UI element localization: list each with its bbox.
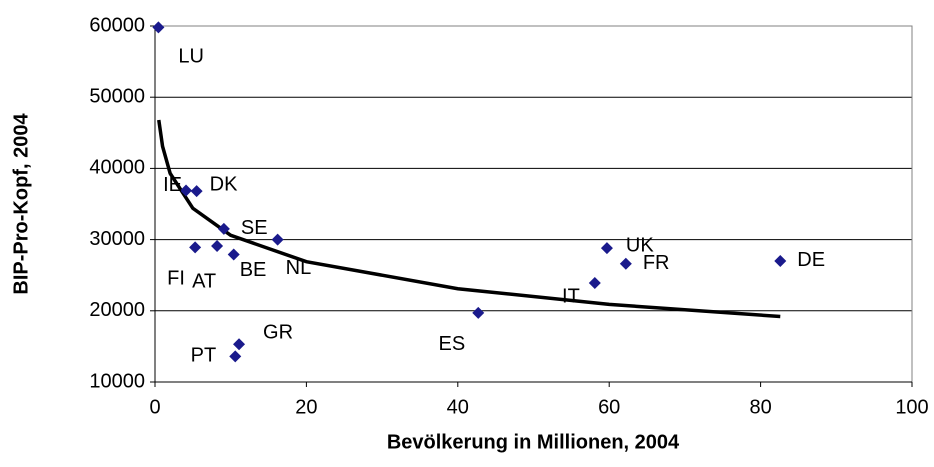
point-label: SE [241, 217, 268, 239]
x-tick-label: 100 [895, 396, 928, 418]
y-tick-label: 20000 [89, 299, 145, 321]
point-label: LU [178, 46, 204, 68]
x-tick-label: 0 [149, 396, 160, 418]
x-axis-title: Bevölkerung in Millionen, 2004 [387, 431, 680, 453]
point-label: FI [167, 268, 185, 290]
point [152, 21, 165, 34]
point [190, 185, 203, 198]
y-tick-label: 60000 [89, 14, 145, 36]
y-tick-label: 30000 [89, 228, 145, 250]
point [600, 242, 613, 255]
point [180, 184, 193, 197]
point-label: GR [263, 322, 293, 344]
point-label: IE [163, 174, 182, 196]
point-label: DE [797, 249, 825, 271]
point-label: IT [562, 285, 580, 307]
point [211, 240, 224, 253]
y-axis-title: BIP-Pro-Kopf, 2004 [10, 113, 32, 295]
point-label: BE [240, 259, 267, 281]
point [227, 248, 240, 261]
point-label: ES [439, 333, 466, 355]
y-tick-label: 40000 [89, 157, 145, 179]
x-tick-label: 60 [598, 396, 620, 418]
point-label: UK [626, 234, 654, 256]
point [217, 222, 230, 235]
point [271, 233, 284, 246]
point [774, 254, 787, 267]
point [619, 257, 632, 270]
x-tick-label: 40 [447, 396, 469, 418]
point-label: AT [192, 270, 216, 292]
point [233, 338, 246, 351]
x-tick-label: 80 [749, 396, 771, 418]
point [588, 277, 601, 290]
point [472, 306, 485, 319]
x-tick-label: 20 [295, 396, 317, 418]
trendline [157, 119, 781, 319]
point [229, 350, 242, 363]
point [189, 241, 202, 254]
y-tick-label: 50000 [89, 85, 145, 107]
point-label: NL [286, 257, 312, 279]
point-label: DK [210, 173, 238, 195]
point-label: FR [643, 252, 670, 274]
y-tick-label: 10000 [89, 370, 145, 392]
point-label: PT [191, 345, 217, 367]
